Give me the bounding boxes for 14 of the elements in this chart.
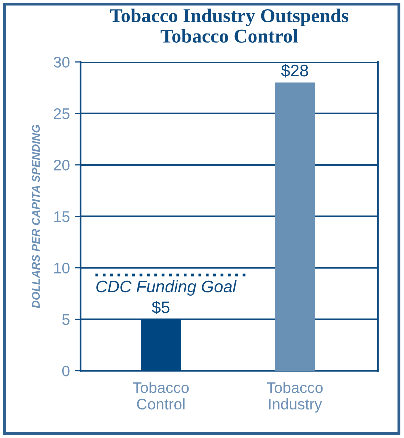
data-label: $5 — [152, 300, 170, 314]
y-tick-label: 25 — [54, 108, 70, 120]
x-tick-label: Tobacco Control — [133, 382, 189, 410]
ref-line-label: CDC Funding Goal — [96, 280, 237, 296]
y-tick-label: 15 — [54, 212, 70, 222]
data-label: $28 — [281, 64, 308, 78]
chart-title: Tobacco Industry Outspends Tobacco Control — [110, 8, 349, 43]
y-axis-title: DOLLARS PER CAPITA SPENDING — [32, 124, 40, 308]
y-tick-label: 0 — [62, 366, 70, 377]
y-tick-label: 10 — [54, 262, 70, 274]
x-tick-label: Tobacco Industry — [267, 382, 323, 413]
y-tick-label: 20 — [54, 160, 70, 171]
y-tick-label: 5 — [62, 314, 70, 326]
y-tick-label: 30 — [54, 57, 70, 68]
